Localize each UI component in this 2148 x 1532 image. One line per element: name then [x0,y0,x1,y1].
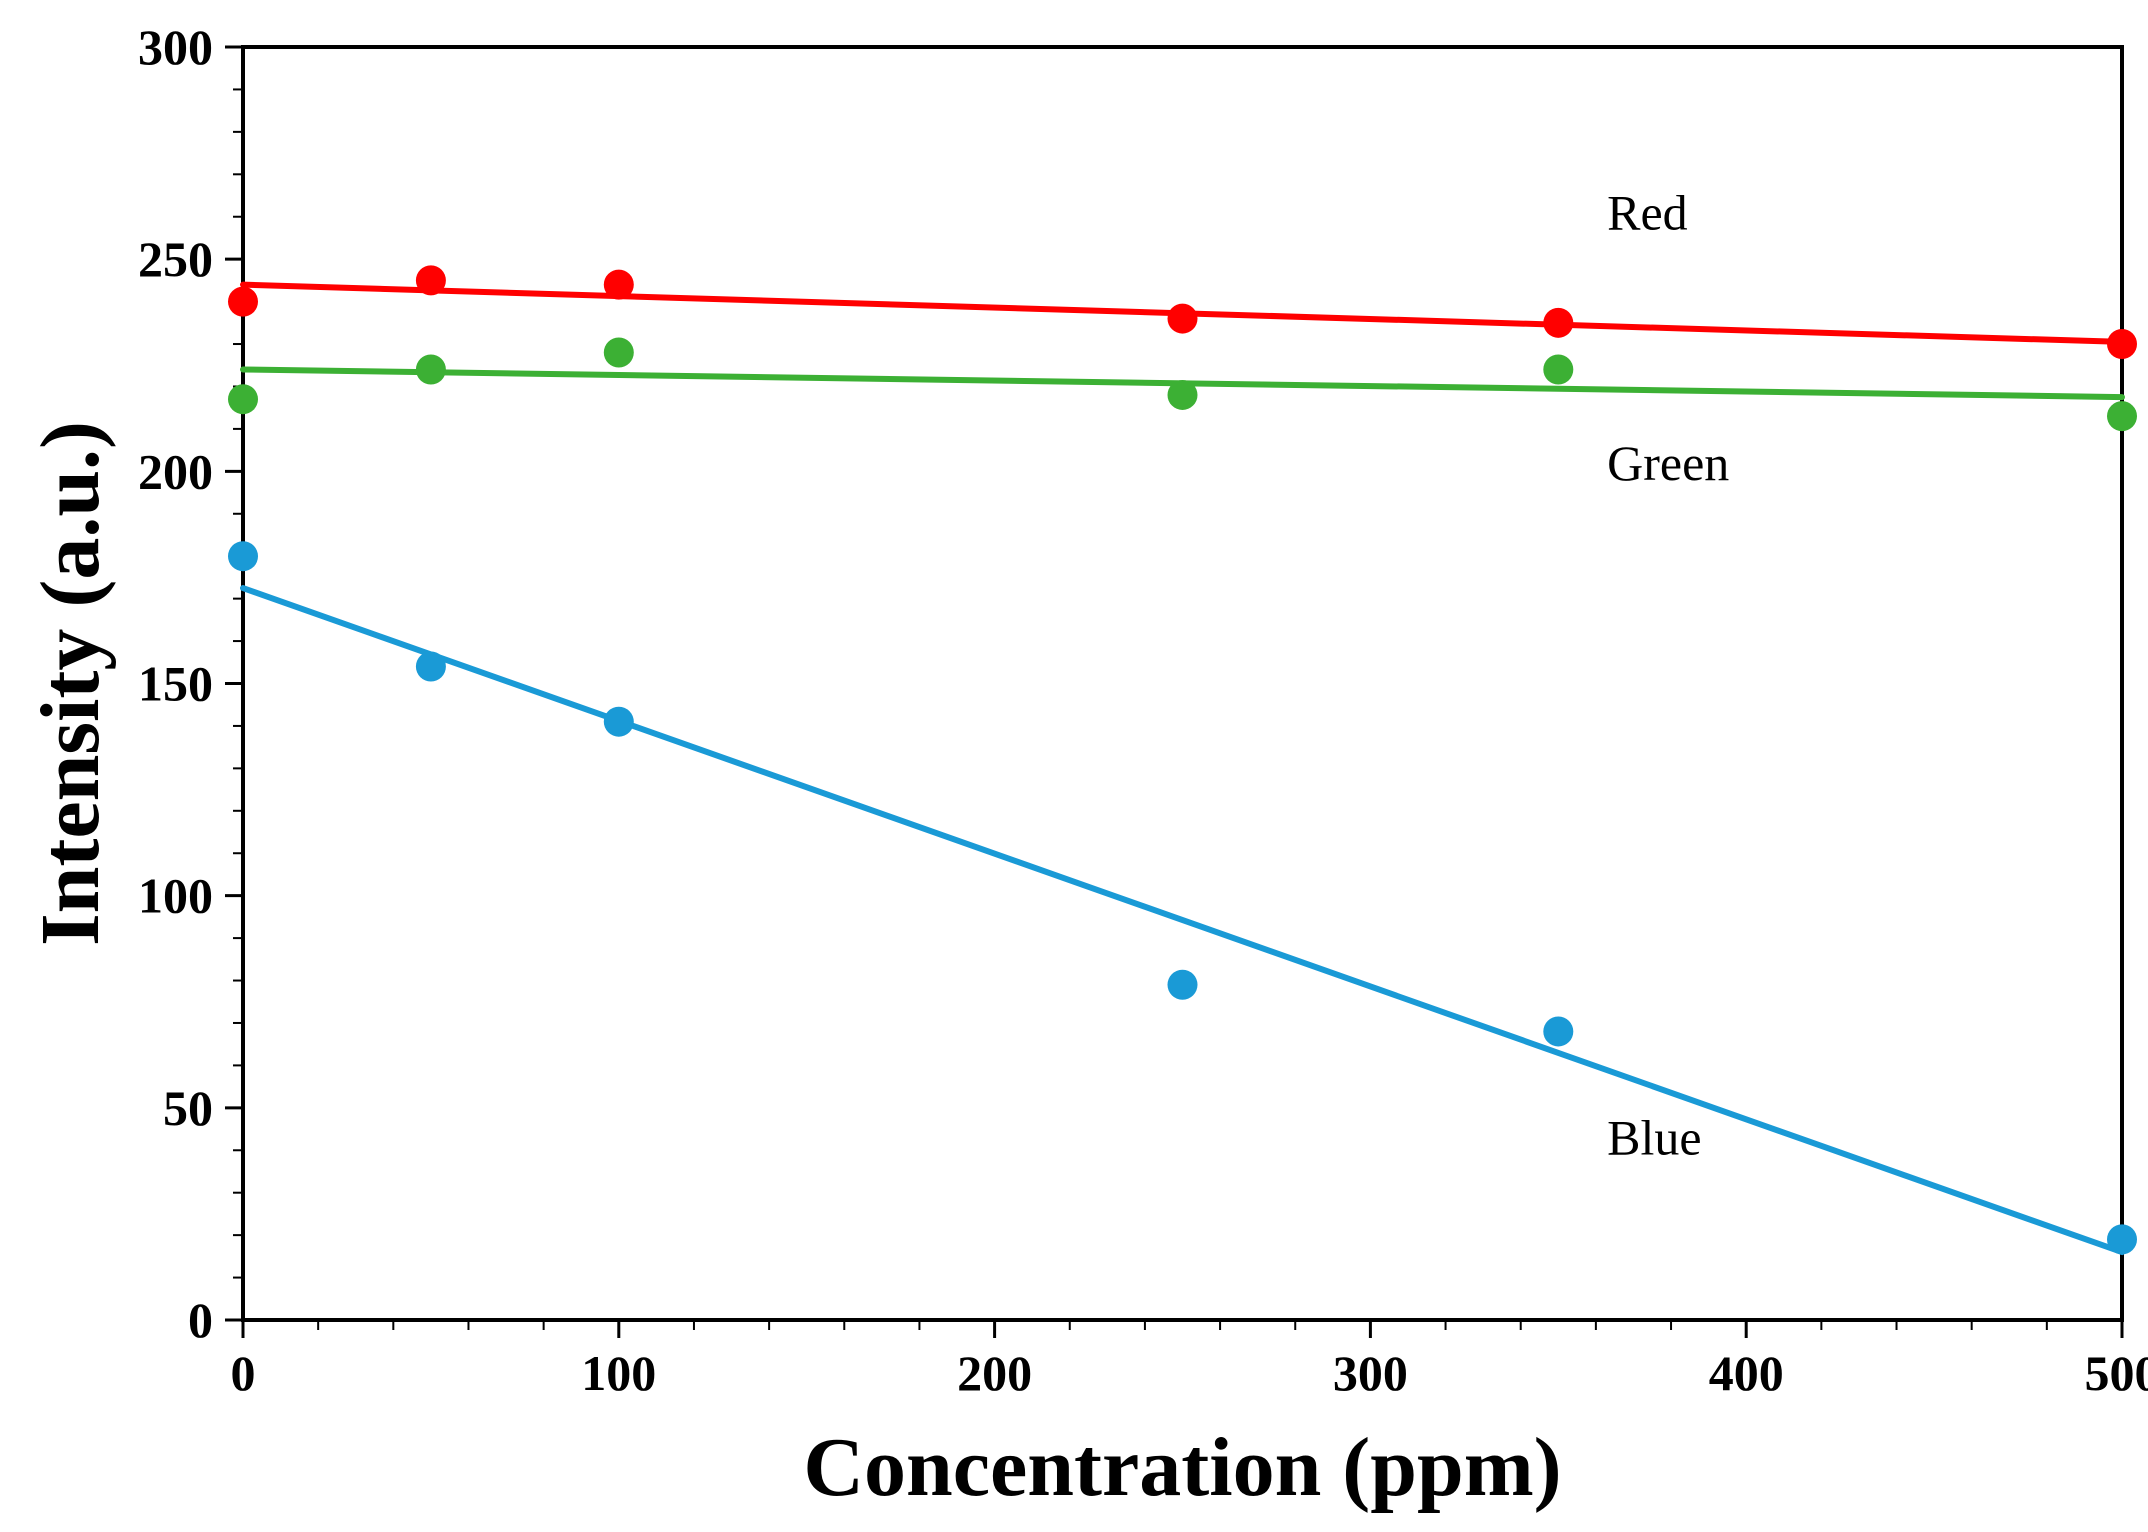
red-data-point [603,269,634,300]
y-axis-ticks: 0 50 100 150 200 250 300 [138,19,243,1348]
red-data-point [1167,303,1198,334]
y-axis-title: Intensity (a.u.) [24,421,117,946]
x-tick-label: 0 [231,1345,256,1401]
y-tick-label: 0 [188,1292,213,1348]
y-tick-label: 300 [138,19,213,75]
red-data-point [415,265,446,296]
y-tick-label: 250 [138,231,213,287]
green-data-point [1543,354,1574,385]
x-axis-ticks: 0 100 200 300 400 500 [231,1320,2148,1401]
blue-data-point [415,651,446,682]
x-axis-title: Concentration (ppm) [803,1421,1561,1514]
red-data-point [228,286,258,317]
series-red [228,265,2137,360]
green-data-point [1167,379,1198,410]
green-data-point [228,384,258,415]
green-data-point [2107,401,2137,432]
annotations: Red Green Blue [1607,184,1729,1165]
red-data-point [1543,307,1574,338]
series-layer [228,265,2137,1256]
x-tick-label: 200 [957,1345,1032,1401]
y-tick-label: 150 [138,656,213,712]
green-data-point [415,354,446,385]
series-blue [228,541,2137,1256]
series-green [228,337,2137,432]
y-tick-label: 200 [138,443,213,499]
blue-data-point [1543,1016,1574,1047]
series-label-blue: Blue [1607,1110,1701,1166]
x-tick-label: 500 [2085,1345,2148,1401]
axes: 0 100 200 300 400 500 0 50 100 150 200 250 300 [138,19,2148,1401]
blue-data-point [228,541,258,572]
blue-trendline [240,585,2125,1256]
blue-data-point [603,706,634,737]
blue-data-point [1167,969,1198,1000]
x-tick-label: 100 [581,1345,656,1401]
blue-data-point [2107,1224,2137,1255]
series-label-green: Green [1607,435,1729,491]
green-data-point [603,337,634,368]
x-tick-label: 400 [1709,1345,1784,1401]
plot-frame [241,45,2124,1322]
x-tick-label: 300 [1333,1345,1408,1401]
y-tick-label: 50 [163,1080,213,1136]
red-data-point [2107,329,2137,360]
series-label-red: Red [1607,184,1688,240]
y-tick-label: 100 [138,868,213,924]
